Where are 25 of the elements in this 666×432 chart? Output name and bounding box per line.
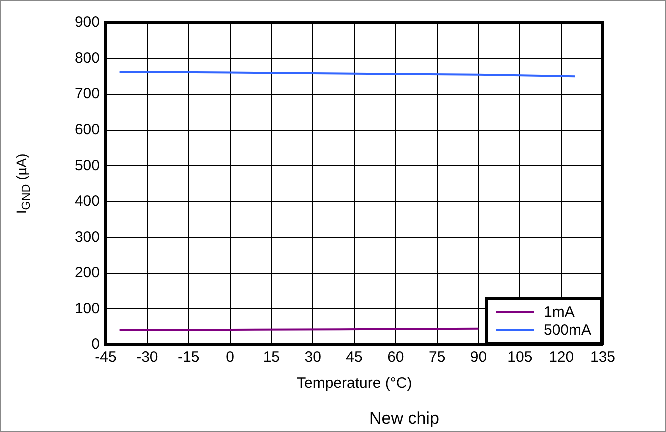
text: New chip (370, 409, 440, 429)
x-tick-label: -30 (136, 349, 158, 366)
y-tick-label: 200 (74, 264, 100, 282)
x-tick-label: 45 (346, 349, 363, 366)
x-tick-label: 120 (549, 349, 574, 366)
y-tick-label: 900 (74, 14, 100, 32)
y-tick-label: 800 (74, 50, 100, 67)
legend-label: 1mA (544, 304, 575, 320)
legend-label: 500mA (544, 322, 592, 338)
y-tick-label: 100 (74, 300, 100, 318)
x-tick-label: 60 (388, 349, 404, 366)
x-tick-label: 135 (590, 349, 616, 366)
y-tick-label: 500 (74, 157, 100, 174)
y-tick-label: 400 (74, 193, 100, 210)
y-tick-label: 300 (74, 228, 100, 246)
x-tick-label: 30 (304, 349, 322, 366)
x-tick-label: 15 (263, 349, 280, 366)
x-tick-label: 105 (508, 349, 533, 366)
y-tick-label: 600 (74, 121, 100, 138)
x-axis-title: Temperature (°C) (297, 375, 412, 392)
x-tick-label: 90 (470, 349, 488, 366)
y-tick-label: 700 (74, 86, 100, 103)
x-tick-label: -15 (178, 349, 200, 366)
x-tick-label: 75 (428, 349, 446, 366)
x-tick-label: 0 (226, 349, 234, 366)
